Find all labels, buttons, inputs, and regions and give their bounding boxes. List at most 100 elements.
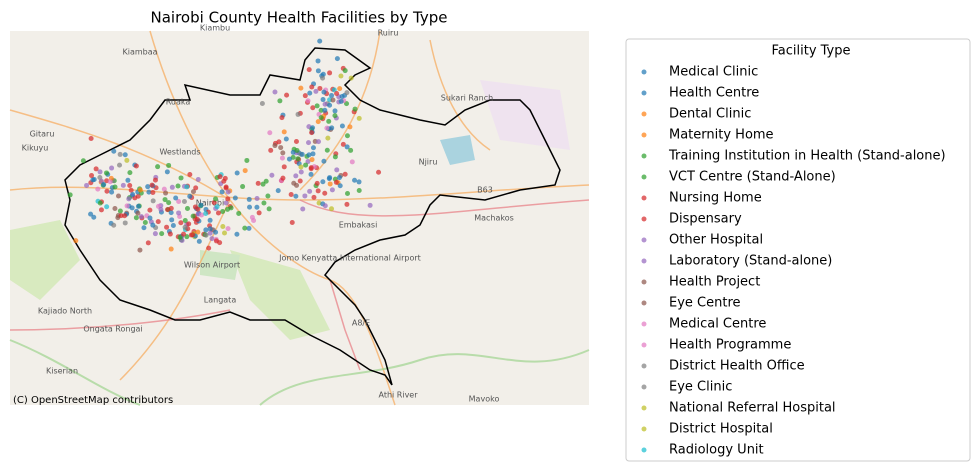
facility-point (340, 141, 346, 147)
legend-marker (641, 174, 647, 180)
facility-point (322, 203, 328, 209)
facility-point (89, 173, 95, 179)
facility-point (254, 195, 260, 201)
facility-point (367, 202, 373, 208)
facility-point (294, 147, 300, 153)
facility-point (297, 178, 303, 184)
facility-point (263, 178, 269, 184)
facility-point (320, 71, 326, 77)
facility-point (309, 84, 315, 90)
facility-point (334, 56, 340, 62)
facility-point (195, 176, 201, 182)
facility-point (280, 150, 286, 156)
legend-title: Facility Type (771, 44, 850, 59)
map-place-label: Kiserian (46, 367, 78, 376)
facility-point (97, 200, 103, 206)
facility-point (206, 245, 212, 251)
facility-point (228, 205, 234, 211)
map-place-label: Nairobi (196, 199, 224, 208)
facility-point (137, 247, 143, 253)
facility-point (199, 212, 205, 218)
facility-point (232, 195, 238, 201)
facility-point (223, 185, 229, 191)
facility-point (150, 222, 156, 228)
facility-point (293, 193, 299, 199)
map-place-label: Mavoko (469, 395, 500, 404)
facility-point (279, 155, 285, 161)
facility-point (184, 206, 190, 212)
facility-point (240, 184, 246, 190)
facility-point (166, 162, 172, 168)
facility-point (122, 152, 128, 158)
facility-point (158, 207, 164, 213)
facility-point (356, 188, 362, 194)
facility-point (329, 206, 335, 212)
facility-point (244, 157, 250, 163)
legend-label: Nursing Home (669, 191, 762, 206)
facility-point (104, 204, 110, 210)
legend-label: Dispensary (669, 212, 742, 227)
facility-point (305, 98, 311, 104)
legend-marker (641, 321, 647, 327)
facility-point (84, 182, 90, 188)
facility-point (80, 158, 86, 164)
facility-point (225, 189, 231, 195)
facility-point (125, 177, 131, 183)
facility-point (91, 214, 97, 220)
facility-point (337, 183, 343, 189)
facility-point (220, 223, 226, 229)
facility-point (173, 195, 179, 201)
facility-point (124, 203, 130, 209)
facility-point (133, 215, 139, 221)
facility-point (283, 136, 289, 142)
facility-point (311, 194, 317, 200)
facility-point (103, 170, 109, 176)
legend-marker (641, 426, 647, 432)
facility-point (344, 133, 350, 139)
facility-point (344, 90, 350, 96)
facility-point (295, 111, 301, 117)
facility-point (127, 183, 133, 189)
map-place-label: Jomo Kenyatta International Airport (278, 254, 421, 263)
facility-point (286, 156, 292, 162)
legend-marker (641, 447, 647, 453)
facility-point (117, 151, 123, 157)
facility-point (141, 225, 147, 231)
facility-point (122, 213, 128, 219)
facility-point (315, 188, 321, 194)
facility-point (127, 170, 133, 176)
facility-point (126, 196, 132, 202)
map-place-label: A8/E (352, 319, 370, 328)
facility-point (295, 156, 301, 162)
facility-point (214, 204, 220, 210)
facility-point (98, 207, 104, 213)
facility-point (246, 225, 252, 231)
facility-point (338, 73, 344, 79)
map-place-label: B63 (477, 186, 493, 195)
attribution: (C) OpenStreetMap contributors (13, 395, 173, 406)
facility-point (347, 124, 353, 130)
facility-point (73, 238, 79, 244)
facility-point (337, 86, 343, 92)
facility-point (164, 169, 170, 175)
facility-point (348, 147, 354, 153)
facility-point (145, 184, 151, 190)
facility-point (236, 210, 242, 216)
facility-point (175, 183, 181, 189)
facility-point (128, 187, 134, 193)
legend-label: Eye Clinic (669, 380, 732, 395)
facility-point (325, 135, 331, 141)
facility-point (265, 193, 271, 199)
facility-point (317, 85, 323, 91)
facility-point (133, 163, 139, 169)
facility-point (314, 103, 320, 109)
facility-point (155, 164, 161, 170)
facility-point (307, 188, 313, 194)
facility-point (284, 92, 290, 98)
legend-marker (641, 258, 647, 264)
legend-marker (641, 90, 647, 96)
facility-point (329, 187, 335, 193)
facility-point (352, 177, 358, 183)
facility-point (169, 184, 175, 190)
facility-point (320, 97, 326, 103)
